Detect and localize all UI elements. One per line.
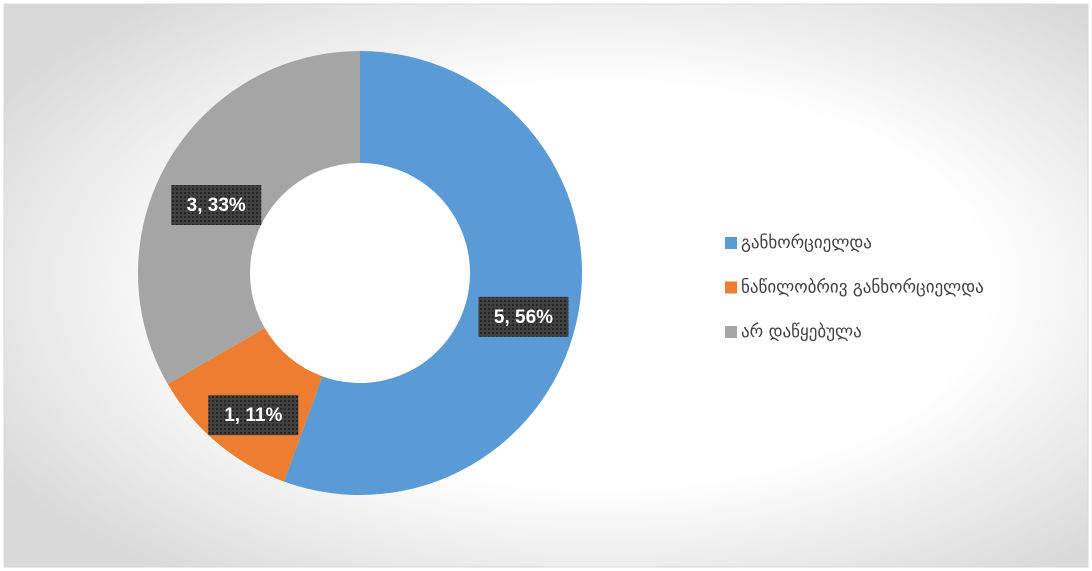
donut-slice (284, 51, 582, 495)
data-label-box (208, 395, 299, 436)
data-label: 3, 33% (187, 195, 246, 216)
data-label-box (171, 185, 262, 225)
legend-swatch (725, 281, 737, 294)
data-label-box (478, 296, 569, 337)
legend-label: არ დაწყებულა (741, 322, 862, 342)
legend-swatch (725, 326, 737, 338)
legend-label: ნაწილობრივ განხორციელდა (741, 278, 984, 298)
data-label: 1, 11% (224, 405, 282, 426)
legend-label: განხორციელდა (741, 233, 872, 253)
data-label: 5, 56% (494, 307, 553, 328)
legend-swatch (725, 237, 737, 249)
